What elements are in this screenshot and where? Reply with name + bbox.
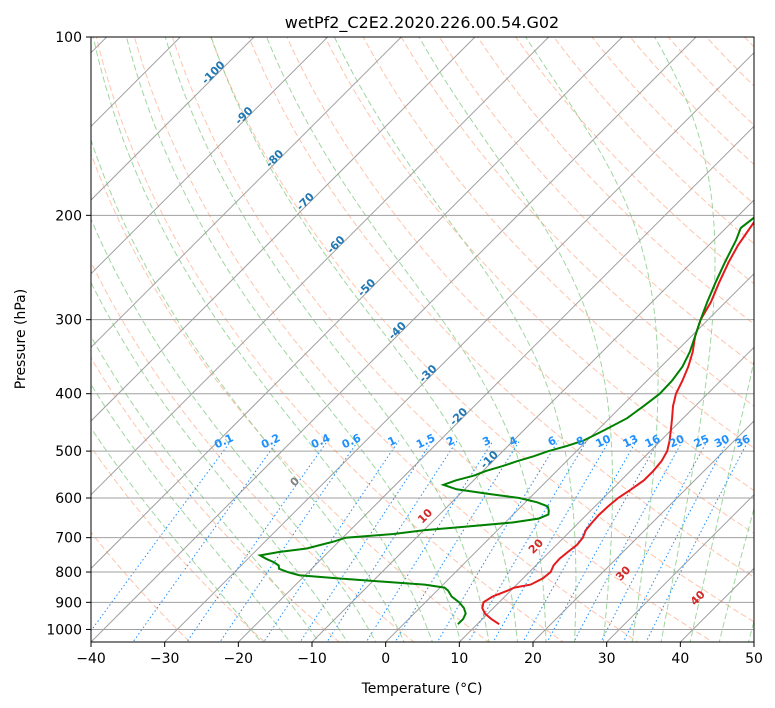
x-tick-label: −20 <box>224 651 254 667</box>
x-tick-label: 20 <box>524 651 542 667</box>
dry-adiabat <box>477 37 754 325</box>
dry-adiabat <box>438 37 754 366</box>
isotherm <box>311 199 754 642</box>
mixing-ratio-label: 13 <box>621 432 640 450</box>
x-tick-label: 40 <box>671 651 689 667</box>
x-tick-label: 10 <box>450 651 468 667</box>
isotherm <box>91 37 624 570</box>
mixing-ratio-label: 10 <box>594 432 614 450</box>
isotherm <box>384 272 754 642</box>
background-lines <box>91 24 775 654</box>
y-tick-label: 900 <box>55 595 82 611</box>
plot-frame <box>90 36 755 643</box>
y-tick-label: 500 <box>55 444 82 460</box>
x-axis-label: Temperature (°C) <box>361 681 483 697</box>
mixing-ratio-line <box>573 440 684 642</box>
dry-adiabat <box>91 446 266 642</box>
mixing-ratio-line <box>299 440 433 642</box>
isotherm <box>532 420 754 642</box>
y-tick-label: 800 <box>55 565 82 581</box>
moist-adiabat <box>210 37 519 642</box>
mixing-ratio-label: 36 <box>733 432 753 450</box>
y-tick-label: 100 <box>55 30 82 46</box>
isotherm <box>91 37 255 201</box>
x-tick-label: −30 <box>150 651 180 667</box>
mixing-ratio-line <box>436 440 559 642</box>
mixing-ratio-line <box>132 440 279 642</box>
dry-adiabat <box>133 37 639 642</box>
mixing-ratio-line <box>467 440 588 642</box>
y-tick-label: 200 <box>55 208 82 224</box>
mixing-ratio-line <box>326 440 458 642</box>
isotherm <box>91 37 476 422</box>
y-tick-label: 400 <box>55 387 82 403</box>
temperature-line <box>481 220 754 626</box>
axes: −40 −30 −20 −10 0 10 20 30 40 50 100 200 300 400 500 60… <box>46 30 763 667</box>
isotherm <box>91 37 403 349</box>
moist-adiabat <box>92 37 433 642</box>
chart-title: wetPf2_C2E2.2020.226.00.54.G02 <box>285 13 559 33</box>
dry-adiabat <box>248 37 754 578</box>
moist-adiabat <box>91 281 348 642</box>
plot-area <box>91 37 754 642</box>
dry-adiabat <box>210 37 754 623</box>
mixing-ratio-line <box>645 440 749 642</box>
isotherm <box>458 346 754 642</box>
dewpoint-line <box>257 216 754 625</box>
mixing-ratio-line <box>622 440 729 642</box>
dry-adiabat <box>324 37 754 491</box>
isotherm <box>605 493 754 642</box>
dry-adiabat <box>362 37 754 449</box>
mixing-ratio-label: 16 <box>643 432 663 450</box>
dry-adiabat <box>91 260 415 642</box>
profile-lines <box>257 216 754 626</box>
mixing-ratio-line <box>600 440 708 642</box>
isotherm <box>91 37 697 642</box>
mixing-ratio-label: 30 <box>712 432 732 450</box>
mixing-ratio-label: 20 <box>667 432 687 450</box>
isotherm <box>163 51 754 642</box>
dry-adiabat <box>770 24 775 654</box>
x-tick-label: −40 <box>76 651 106 667</box>
mixing-ratio-line <box>263 440 400 642</box>
y-axis-label: Pressure (hPa) <box>13 289 29 389</box>
y-tick-label: 1000 <box>46 622 82 638</box>
x-tick-label: 50 <box>745 651 763 667</box>
dry-adiabat <box>95 37 565 642</box>
mixing-ratio-line <box>492 440 610 642</box>
x-tick-label: 30 <box>598 651 616 667</box>
y-tick-label: 300 <box>55 313 82 329</box>
x-tick-label: −10 <box>297 651 327 667</box>
x-tick-label: 0 <box>381 651 390 667</box>
isotherm <box>91 37 329 275</box>
mixing-ratio-line <box>522 440 638 642</box>
isotherm <box>237 125 754 642</box>
dry-adiabat <box>91 356 341 642</box>
mixing-ratio-label: 25 <box>692 432 711 450</box>
y-tick-label: 700 <box>55 531 82 547</box>
isotherm <box>91 37 550 496</box>
mixing-ratio-line <box>546 440 660 642</box>
y-tick-label: 600 <box>55 491 82 507</box>
